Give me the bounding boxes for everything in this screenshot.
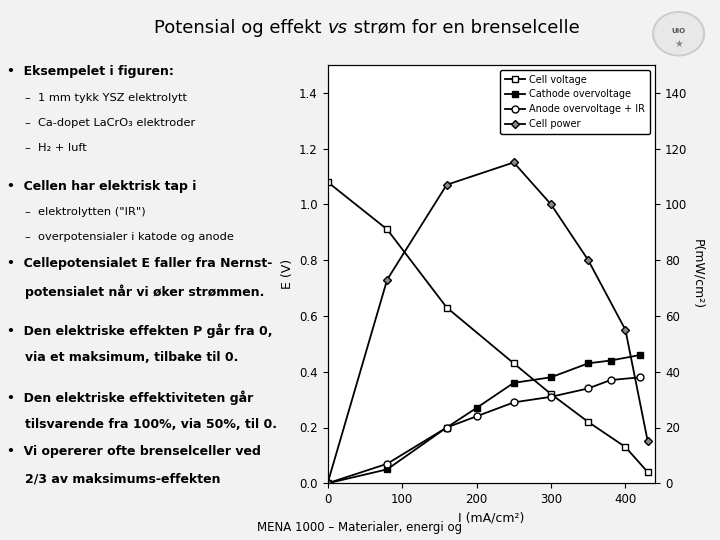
Anode overvoltage + IR	[606, 377, 615, 383]
Legend: Cell voltage, Cathode overvoltage, Anode overvoltage + IR, Cell power: Cell voltage, Cathode overvoltage, Anode…	[500, 70, 650, 134]
Cathode overvoltage	[606, 357, 615, 364]
Text: •  Den elektriske effekten P går fra 0,: • Den elektriske effekten P går fra 0,	[7, 323, 273, 338]
Cathode overvoltage	[323, 480, 332, 487]
Text: ★: ★	[674, 39, 683, 49]
Cathode overvoltage	[546, 374, 555, 381]
Cell power	[584, 257, 593, 264]
Text: •  Cellen har elektrisk tap i: • Cellen har elektrisk tap i	[7, 180, 197, 193]
Text: •  Den elektriske effektiviteten går: • Den elektriske effektiviteten går	[7, 390, 253, 405]
Circle shape	[653, 12, 704, 56]
Anode overvoltage + IR	[584, 385, 593, 392]
Text: –  overpotensialer i katode og anode: – overpotensialer i katode og anode	[25, 232, 234, 242]
Line: Cell voltage: Cell voltage	[324, 179, 651, 476]
Cell voltage	[644, 469, 652, 475]
Cell power	[383, 276, 392, 283]
Cell voltage	[323, 179, 332, 185]
Anode overvoltage + IR	[546, 394, 555, 400]
Text: •  Cellepotensialet E faller fra Nernst-: • Cellepotensialet E faller fra Nernst-	[7, 257, 273, 270]
Cathode overvoltage	[510, 380, 518, 386]
Cathode overvoltage	[636, 352, 644, 358]
Text: vs: vs	[328, 19, 348, 37]
Text: potensialet når vi øker strømmen.: potensialet når vi øker strømmen.	[25, 285, 264, 299]
Anode overvoltage + IR	[510, 399, 518, 406]
Cell voltage	[584, 418, 593, 425]
Anode overvoltage + IR	[636, 374, 644, 381]
Cathode overvoltage	[383, 466, 392, 472]
Text: –  1 mm tykk YSZ elektrolytt: – 1 mm tykk YSZ elektrolytt	[25, 93, 187, 103]
Circle shape	[655, 14, 703, 54]
Text: 2/3 av maksimums-effekten: 2/3 av maksimums-effekten	[25, 472, 220, 485]
Text: –  Ca-dopet LaCrO₃ elektroder: – Ca-dopet LaCrO₃ elektroder	[25, 118, 195, 128]
X-axis label: I (mA/cm²): I (mA/cm²)	[458, 511, 525, 524]
Cathode overvoltage	[472, 405, 481, 411]
Cell voltage	[442, 305, 451, 311]
Text: –  H₂ + luft: – H₂ + luft	[25, 143, 87, 153]
Cell power	[323, 480, 332, 487]
Cell power	[621, 327, 630, 333]
Text: •  Eksempelet i figuren:: • Eksempelet i figuren:	[7, 65, 174, 78]
Text: MENA 1000 – Materialer, energi og: MENA 1000 – Materialer, energi og	[258, 521, 462, 534]
Text: Potensial og effekt: Potensial og effekt	[154, 19, 328, 37]
Y-axis label: E (V): E (V)	[281, 259, 294, 289]
Cathode overvoltage	[442, 424, 451, 431]
Cell power	[442, 181, 451, 188]
Cell power	[510, 159, 518, 166]
Line: Anode overvoltage + IR: Anode overvoltage + IR	[324, 374, 644, 487]
Y-axis label: P(mW/cm²): P(mW/cm²)	[691, 239, 704, 309]
Text: tilsvarende fra 100%, via 50%, til 0.: tilsvarende fra 100%, via 50%, til 0.	[25, 417, 277, 430]
Cell voltage	[546, 391, 555, 397]
Anode overvoltage + IR	[383, 461, 392, 467]
Anode overvoltage + IR	[323, 480, 332, 487]
Text: strøm for en brenselcelle: strøm for en brenselcelle	[348, 19, 580, 37]
Cell voltage	[621, 444, 630, 450]
Text: •  Vi opererer ofte brenselceller ved: • Vi opererer ofte brenselceller ved	[7, 445, 261, 458]
Anode overvoltage + IR	[472, 413, 481, 420]
Cell voltage	[510, 360, 518, 367]
Text: UiO: UiO	[672, 29, 685, 35]
Anode overvoltage + IR	[442, 424, 451, 431]
Line: Cell power: Cell power	[325, 159, 651, 487]
Text: via et maksimum, tilbake til 0.: via et maksimum, tilbake til 0.	[25, 351, 238, 364]
Line: Cathode overvoltage: Cathode overvoltage	[324, 352, 644, 487]
Text: –  elektrolytten ("IR"): – elektrolytten ("IR")	[25, 207, 145, 217]
Cell voltage	[383, 226, 392, 233]
Cell power	[546, 201, 555, 207]
Cathode overvoltage	[584, 360, 593, 367]
Cell power	[644, 438, 652, 445]
